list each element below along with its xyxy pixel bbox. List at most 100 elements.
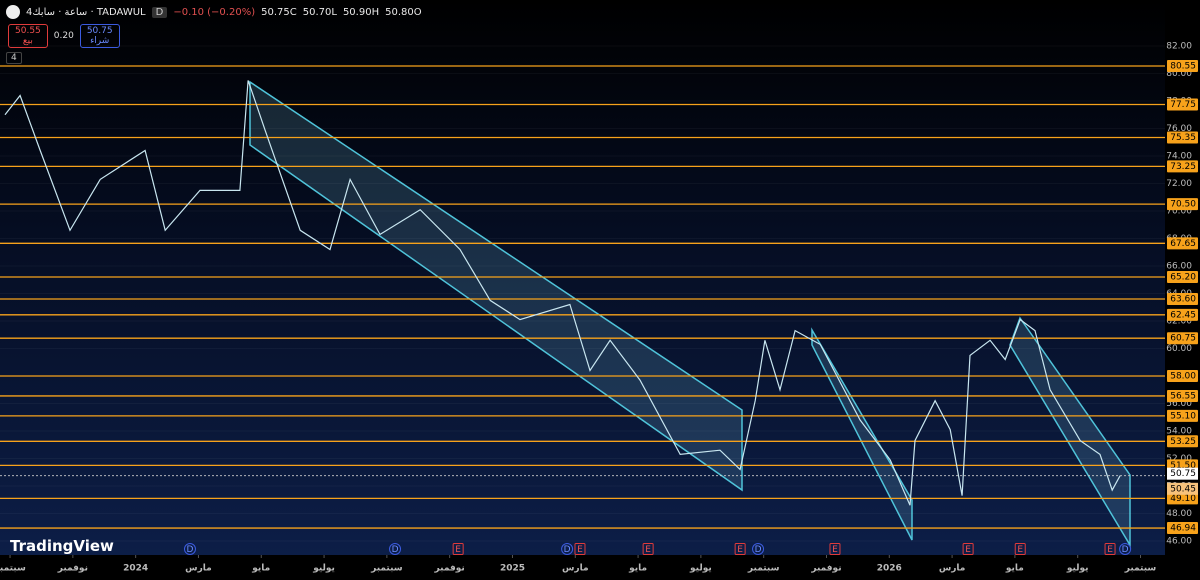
sell-button[interactable]: 50.55 بيع bbox=[8, 24, 48, 48]
event-label: D bbox=[1122, 545, 1129, 555]
y-tick-label: 56.00 bbox=[1166, 399, 1192, 409]
x-tick-label: سبتمبر bbox=[370, 564, 403, 574]
event-marker bbox=[574, 543, 586, 555]
event-label: E bbox=[577, 545, 583, 555]
level-label-box bbox=[1167, 160, 1198, 173]
sell-label: بيع bbox=[22, 36, 33, 46]
level-label: 46.94 bbox=[1170, 524, 1196, 534]
level-label: 67.65 bbox=[1170, 239, 1196, 249]
event-label: D bbox=[564, 545, 571, 555]
buy-button[interactable]: 50.75 شراء bbox=[79, 24, 120, 48]
y-tick-label: 70.00 bbox=[1166, 207, 1192, 217]
level-label-box bbox=[1167, 198, 1198, 211]
level-label-box bbox=[1167, 98, 1198, 111]
event-marker bbox=[1119, 543, 1132, 555]
event-label: D bbox=[187, 545, 194, 555]
x-tick-label: سبتمبر bbox=[1124, 564, 1157, 574]
y-tick-label: 74.00 bbox=[1166, 152, 1192, 162]
buy-price: 50.75 bbox=[86, 26, 113, 36]
event-marker bbox=[389, 543, 402, 555]
level-label: 56.55 bbox=[1170, 391, 1196, 401]
event-label: E bbox=[832, 545, 838, 555]
price-label: 50.75 bbox=[1170, 469, 1196, 479]
price-label: 50.45 bbox=[1170, 484, 1196, 494]
event-label: E bbox=[965, 545, 971, 555]
level-label: 75.35 bbox=[1170, 133, 1196, 143]
level-label: 65.20 bbox=[1170, 273, 1196, 283]
x-tick-label: نوفمبر bbox=[434, 564, 465, 574]
level-label: 73.25 bbox=[1170, 162, 1196, 172]
interval[interactable]: D bbox=[151, 6, 168, 18]
level-label-box bbox=[1167, 522, 1198, 535]
event-marker bbox=[1014, 543, 1026, 555]
level-label-box bbox=[1167, 435, 1198, 448]
channel-3 bbox=[1009, 316, 1131, 548]
change: −0.10 (−0.20%) bbox=[173, 6, 256, 18]
header: 4ساعة · سابك · TADAWUL D −0.10 (−0.20%) … bbox=[6, 5, 422, 19]
x-tick-label: سبتمبر bbox=[747, 564, 780, 574]
channel-2 bbox=[811, 327, 913, 541]
event-label: E bbox=[455, 545, 461, 555]
level-label-box bbox=[1167, 308, 1198, 321]
level-label: 62.45 bbox=[1170, 310, 1196, 320]
level-label-box bbox=[1167, 332, 1198, 345]
x-axis-panel bbox=[0, 555, 1200, 580]
level-label: 53.25 bbox=[1170, 437, 1196, 447]
y-tick-label: 52.00 bbox=[1166, 454, 1192, 464]
level-label: 51.50 bbox=[1170, 461, 1196, 471]
y-tick-label: 62.00 bbox=[1166, 317, 1192, 327]
event-label: E bbox=[1107, 545, 1113, 555]
x-tick-label: يوليو bbox=[689, 564, 712, 574]
indicators-toggle[interactable]: 4 bbox=[6, 52, 22, 64]
event-label: D bbox=[755, 545, 762, 555]
level-label-box bbox=[1167, 370, 1198, 383]
event-label: E bbox=[645, 545, 651, 555]
event-marker bbox=[1104, 543, 1116, 555]
y-tick-label: 76.00 bbox=[1166, 124, 1192, 134]
x-tick-label: مارس bbox=[185, 564, 212, 574]
event-marker bbox=[829, 543, 841, 555]
price-label-box bbox=[1167, 467, 1198, 480]
x-tick-label: سبتمبر bbox=[0, 564, 26, 574]
x-tick-label: يوليو bbox=[312, 564, 335, 574]
x-tick-label: 2025 bbox=[500, 564, 525, 574]
channels bbox=[249, 80, 1131, 548]
brand: TradingView bbox=[10, 537, 114, 555]
y-tick-label: 80.00 bbox=[1166, 69, 1192, 79]
event-marker bbox=[734, 543, 746, 555]
logo bbox=[6, 5, 20, 19]
channel-1 bbox=[249, 80, 743, 492]
event-marker bbox=[183, 543, 196, 555]
level-label: 49.10 bbox=[1170, 494, 1196, 504]
y-tick-label: 60.00 bbox=[1166, 344, 1192, 354]
event-marker bbox=[561, 543, 574, 555]
level-label-box bbox=[1167, 409, 1198, 422]
close: 50.75C bbox=[261, 6, 297, 18]
y-tick-label: 72.00 bbox=[1166, 179, 1192, 189]
x-tick-label: مايو bbox=[628, 564, 647, 574]
level-label-box bbox=[1167, 293, 1198, 306]
symbol: 4ساعة · سابك · TADAWUL bbox=[26, 6, 146, 18]
low: 50.70L bbox=[302, 6, 337, 18]
x-tick-label: نوفمبر bbox=[810, 564, 841, 574]
level-label: 58.00 bbox=[1170, 372, 1196, 382]
buy-label: شراء bbox=[90, 36, 110, 46]
high: 50.90H bbox=[342, 6, 380, 18]
price-label-box bbox=[1167, 482, 1198, 495]
event-marker bbox=[752, 543, 765, 555]
event-marker bbox=[452, 543, 464, 555]
event-label: E bbox=[1017, 545, 1023, 555]
y-tick-label: 54.00 bbox=[1166, 426, 1192, 436]
y-tick-label: 48.00 bbox=[1166, 509, 1192, 519]
level-label-box bbox=[1167, 131, 1198, 144]
level-label: 80.55 bbox=[1170, 61, 1196, 71]
x-tick-label: مايو bbox=[1005, 564, 1024, 574]
level-label: 77.75 bbox=[1170, 100, 1196, 110]
y-tick-label: 46.00 bbox=[1166, 536, 1192, 546]
x-tick-label: 2026 bbox=[877, 564, 902, 574]
event-label: D bbox=[392, 545, 399, 555]
x-tick-label: مارس bbox=[939, 564, 966, 574]
event-label: E bbox=[737, 545, 743, 555]
